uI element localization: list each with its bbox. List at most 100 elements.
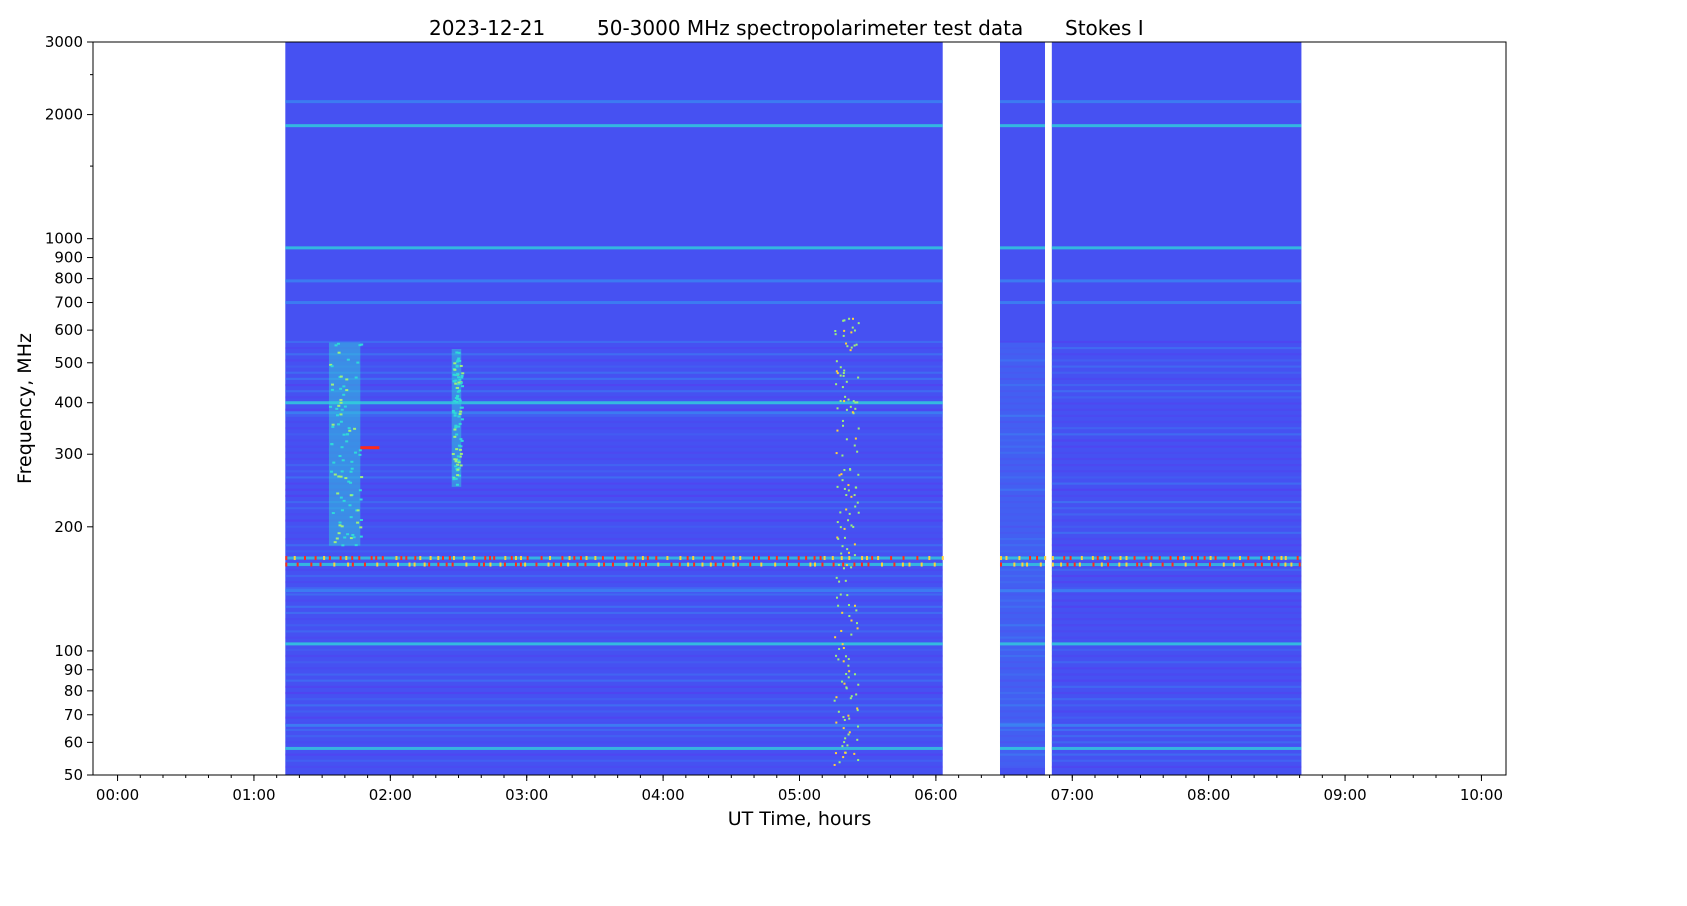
noise-pixel: [850, 331, 853, 334]
x-tick-label: 07:00: [1051, 786, 1094, 804]
noise-pixel: [842, 647, 845, 650]
spectral-striation: [285, 371, 943, 374]
noise-pixel: [853, 344, 856, 347]
noise-pixel: [857, 473, 860, 476]
burst-pixel: [832, 562, 835, 567]
burst-pixel: [1150, 556, 1153, 561]
spectral-striation: [285, 340, 943, 344]
spectral-striation: [999, 470, 1046, 473]
burst-pixel: [625, 562, 628, 567]
spectral-striation: [999, 698, 1046, 701]
spectral-striation: [999, 507, 1046, 510]
burst-pixel: [354, 544, 358, 547]
spectral-striation: [1051, 513, 1302, 516]
burst-pixel: [514, 562, 517, 567]
burst-pixel: [454, 379, 458, 382]
spectral-striation: [1051, 439, 1302, 442]
spectral-striation: [285, 568, 943, 571]
burst-pixel: [693, 562, 696, 567]
burst-pixel: [584, 562, 587, 567]
observation-segment: [1051, 42, 1302, 775]
burst-pixel: [1203, 556, 1206, 561]
noise-pixel: [845, 672, 848, 675]
burst-pixel: [349, 470, 353, 473]
noise-pixel: [836, 372, 839, 375]
chart-title-description: 50-3000 MHz spectropolarimeter test data: [597, 16, 1024, 40]
y-tick-label: 1000: [45, 230, 83, 248]
burst-pixel: [342, 393, 346, 396]
noise-pixel: [843, 369, 846, 372]
noise-pixel: [838, 647, 841, 650]
burst-pixel: [1109, 556, 1112, 561]
noise-pixel: [844, 655, 847, 658]
y-tick-label: 70: [64, 706, 83, 724]
burst-pixel: [454, 477, 458, 480]
spectral-striation: [1051, 698, 1302, 701]
burst-pixel: [893, 562, 896, 567]
spectral-striation: [285, 507, 943, 510]
burst-pixel: [797, 556, 800, 561]
noise-pixel: [849, 468, 852, 471]
burst-pixel: [1044, 556, 1047, 561]
burst-pixel: [363, 562, 366, 567]
spectral-striation: [999, 587, 1046, 590]
spectral-striation: [1051, 501, 1302, 504]
burst-pixel: [339, 413, 343, 416]
burst-pixel: [335, 407, 339, 410]
burst-pixel: [709, 562, 712, 567]
burst-pixel: [1091, 556, 1094, 561]
burst-pixel: [601, 556, 604, 561]
noise-pixel: [853, 444, 856, 447]
burst-pixel: [400, 556, 403, 561]
burst-pixel: [453, 362, 457, 365]
spectral-striation: [285, 476, 943, 479]
spectral-striation: [999, 457, 1046, 461]
spectral-striation: [1051, 759, 1302, 762]
burst-pixel: [701, 562, 704, 567]
burst-pixel: [456, 390, 460, 393]
noise-pixel: [843, 682, 846, 685]
frequency-band: [1051, 301, 1302, 305]
x-tick-label: 01:00: [232, 786, 275, 804]
noise-pixel: [857, 376, 860, 379]
noise-pixel: [838, 474, 841, 477]
burst-pixel: [347, 427, 351, 430]
noise-pixel: [840, 552, 843, 555]
burst-pixel: [999, 556, 1002, 561]
burst-pixel: [456, 455, 460, 458]
burst-pixel: [349, 537, 353, 540]
burst-pixel: [1100, 562, 1103, 567]
burst-pixel: [1298, 562, 1301, 567]
noise-pixel: [856, 709, 859, 712]
spectral-striation: [999, 753, 1046, 756]
burst-pixel: [358, 453, 362, 456]
noise-pixel: [855, 622, 858, 625]
noise-pixel: [849, 349, 852, 352]
spectral-striation: [999, 347, 1046, 350]
noise-pixel: [850, 566, 853, 569]
burst-pixel: [1026, 562, 1029, 567]
noise-pixel: [844, 579, 847, 582]
noise-pixel: [847, 676, 850, 679]
noise-pixel: [849, 405, 852, 408]
noise-pixel: [857, 725, 860, 728]
spectral-striation: [999, 636, 1046, 639]
burst-pixel: [457, 459, 461, 462]
frequency-band: [1051, 642, 1302, 646]
spectral-striation: [285, 433, 943, 436]
burst-pixel: [679, 556, 682, 561]
burst-pixel: [916, 556, 919, 561]
burst-pixel: [329, 363, 333, 366]
burst-pixel: [451, 409, 455, 412]
burst-pixel: [453, 412, 457, 415]
burst-pixel: [877, 556, 880, 561]
spectral-striation: [285, 624, 943, 627]
spectral-striation: [285, 390, 943, 393]
burst-pixel: [459, 364, 463, 367]
noise-pixel: [836, 407, 839, 410]
noise-pixel: [833, 763, 836, 766]
noise-pixel: [851, 326, 854, 329]
frequency-band: [999, 589, 1046, 593]
burst-pixel: [1013, 562, 1016, 567]
burst-pixel: [359, 526, 363, 529]
